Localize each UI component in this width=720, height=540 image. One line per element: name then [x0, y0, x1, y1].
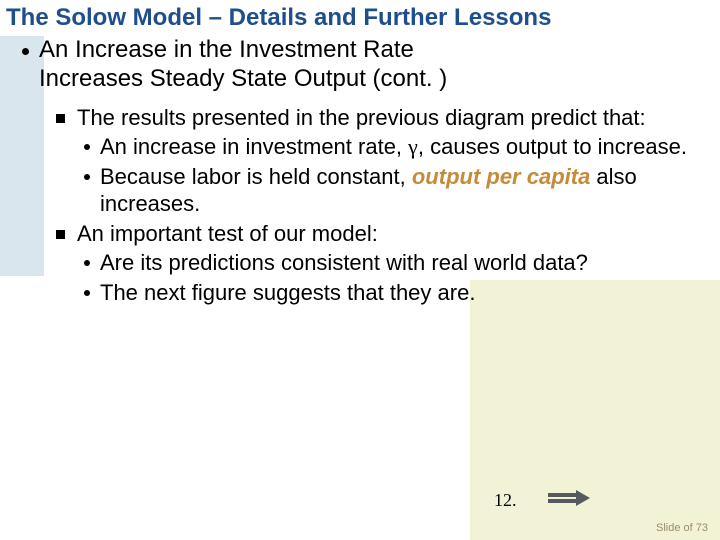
square-bullet-icon [56, 230, 65, 239]
dot-bullet-icon [84, 290, 90, 296]
page-number: 12. [494, 490, 517, 511]
list-item-text: Are its predictions consistent with real… [100, 249, 588, 277]
bullet-dot-icon [22, 48, 29, 55]
gamma-symbol: γ [408, 134, 418, 159]
square-bullet-icon [56, 114, 65, 123]
main-bullet: An Increase in the Investment Rate Incre… [22, 36, 710, 94]
dot-bullet-icon [84, 144, 90, 150]
main-bullet-line2: Increases Steady State Output (cont. ) [39, 65, 447, 92]
text-part: , causes output to increase. [418, 134, 687, 159]
emphasis-text: output per capita [412, 164, 590, 189]
slide-title: The Solow Model – Details and Further Le… [6, 4, 714, 32]
list-item-text: The results presented in the previous di… [77, 104, 646, 132]
list-item: Because labor is held constant, output p… [84, 163, 710, 218]
slide-counter: Slide of 73 [656, 522, 708, 534]
text-part: Because labor is held constant, [100, 164, 412, 189]
sub-list: The results presented in the previous di… [56, 104, 710, 307]
main-bullet-line1: An Increase in the Investment Rate [39, 36, 414, 63]
list-item-text: An important test of our model: [77, 220, 378, 248]
next-arrow-icon [548, 490, 592, 506]
list-item: An important test of our model: [56, 220, 710, 248]
list-item-text: An increase in investment rate, γ, cause… [100, 133, 687, 161]
list-item-text: Because labor is held constant, output p… [100, 163, 710, 218]
dot-bullet-icon [84, 174, 90, 180]
list-item: The next figure suggests that they are. [84, 279, 710, 307]
dot-bullet-icon [84, 260, 90, 266]
main-bullet-text: An Increase in the Investment Rate Incre… [39, 36, 447, 94]
list-item: The results presented in the previous di… [56, 104, 710, 132]
list-item: An increase in investment rate, γ, cause… [84, 133, 710, 161]
slide-content: An Increase in the Investment Rate Incre… [22, 36, 710, 308]
text-part: An increase in investment rate, [100, 134, 408, 159]
list-item-text: The next figure suggests that they are. [100, 279, 475, 307]
list-item: Are its predictions consistent with real… [84, 249, 710, 277]
